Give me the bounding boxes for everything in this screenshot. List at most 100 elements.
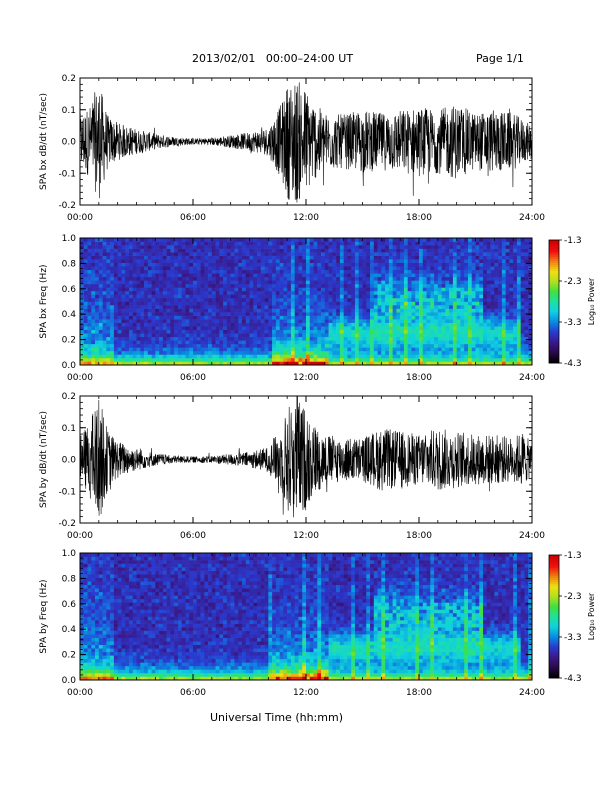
spectrogram-cell [83,326,88,331]
spectrogram-cell [189,357,194,362]
spectrogram-cell [306,276,311,281]
spectrogram-cell [456,361,461,366]
spectrogram-cell [193,276,198,281]
spectrogram-cell [95,609,100,614]
spectrogram-cell [102,326,107,331]
spectrogram-cell [516,280,521,285]
spectrogram-cell [419,357,424,362]
spectrogram-cell [422,354,427,359]
spectrogram-cell [200,326,205,331]
spectrogram-cell [196,340,201,345]
x-tick-label: 18:00 [406,531,432,541]
spectrogram-cell [95,627,100,631]
spectrogram-cell [411,269,416,274]
spectrogram-cell [317,294,322,299]
spectrogram-cell [456,336,461,341]
spectrogram-cell [272,283,277,288]
spectrogram-cell [87,248,92,253]
spectrogram-cell [426,252,431,256]
spectrogram-cell [321,301,326,306]
spectrogram-cell [494,343,499,348]
spectrogram-cell [351,347,356,352]
spectrogram-cell [238,312,243,316]
spectrogram-cell [362,333,367,338]
spectrogram-cell [170,245,175,249]
colorbar-tick-label: -1.3 [564,236,582,246]
spectrogram-cell [155,266,160,271]
spectrogram-cell [321,308,326,313]
spectrogram-cell [490,350,495,355]
spectrogram-cell [434,280,439,285]
spectrogram-cell [132,308,137,313]
spectrogram-cell [226,276,231,281]
spectrogram-cell [366,266,371,271]
spectrogram-cell [430,322,435,327]
spectrogram-cell [366,312,371,316]
spectrogram-cell [174,347,179,352]
spectrogram-cell [524,252,529,256]
spectrogram-cell [290,301,295,306]
spectrogram-cell [392,326,397,331]
spectrogram-cell [513,333,518,338]
spectrogram-cell [434,312,439,316]
spectrogram-cell [249,301,254,306]
spectrogram-cell [87,623,92,628]
spectrogram-cell [509,245,514,249]
spectrogram-cell [520,340,525,345]
spectrogram-cell [430,259,435,263]
spectrogram-cell [501,252,506,256]
spectrogram-cell [362,280,367,285]
spectrogram-cell [136,259,141,263]
spectrogram-cell [230,357,235,362]
spectrogram-cell [283,361,288,366]
spectrogram-cell [373,276,378,281]
spectrogram-cell [456,273,461,278]
spectrogram-cell [426,347,431,352]
spectrogram-cell [140,322,145,327]
spectrogram-cell [117,333,122,338]
spectrogram-cell [80,354,85,359]
spectrogram-cell [80,252,85,256]
spectrogram-cell [204,322,209,327]
spectrogram-cell [494,252,499,256]
spectrogram-cell [87,241,92,246]
spectrogram-cell [110,301,115,306]
spectrogram-cell [257,280,262,285]
spectrogram-cell [253,340,258,345]
spectrogram-cell [358,322,363,327]
spectrogram-cell [456,326,461,331]
spectrogram-cell [110,280,115,285]
spectrogram-cell [257,248,262,253]
spectrogram-cell [411,287,416,292]
spectrogram-cell [528,333,533,338]
spectrogram-cell [245,361,250,366]
spectrogram-cell [189,329,194,334]
spectrogram-cell [328,252,333,256]
spectrogram-cell [490,308,495,313]
spectrogram-cell [516,290,521,295]
spectrogram-cell [520,241,525,246]
spectrogram-cell [430,238,435,242]
spectrogram-cell [249,322,254,327]
spectrogram-cell [110,276,115,281]
spectrogram-cell [513,354,518,359]
spectrogram-cell [422,252,427,256]
spectrogram-cell [513,241,518,246]
spectrogram-cell [117,329,122,334]
spectrogram-cell [362,238,367,242]
spectrogram-cell [306,252,311,256]
spectrogram-cell [505,305,510,309]
spectrogram-cell [275,347,280,352]
spectrogram-cell [272,269,277,274]
spectrogram-cell [358,255,363,260]
spectrogram-cell [83,350,88,355]
spectrogram-cell [306,308,311,313]
colorbar-swatch [549,250,559,253]
spectrogram-cell [419,273,424,278]
spectrogram-cell [456,283,461,288]
spectrogram-cell [200,308,205,313]
spectrogram-cell [309,262,314,267]
spectrogram-cell [339,255,344,260]
spectrogram-cell [339,361,344,366]
spectrogram-cell [151,322,156,327]
